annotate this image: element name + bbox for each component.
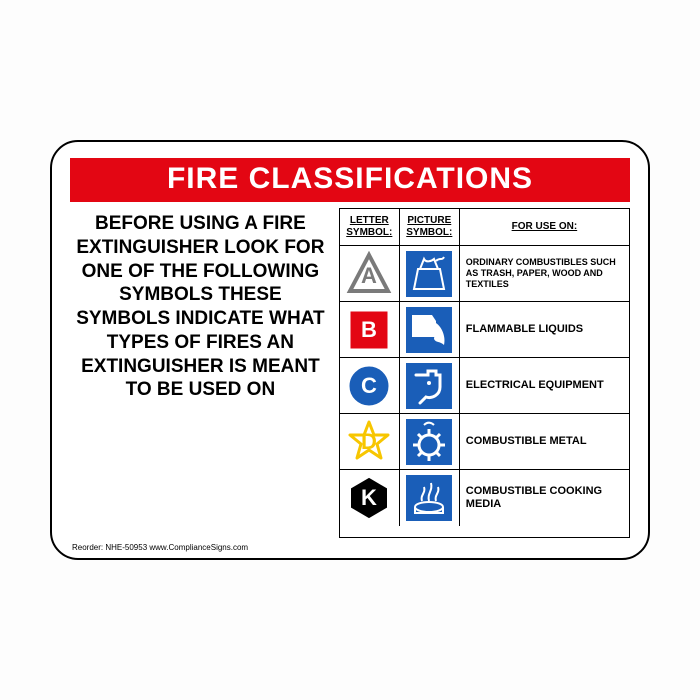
header-picture-symbol: PICTURE SYMBOL: (400, 209, 460, 245)
picture-symbol-c-icon (400, 358, 460, 413)
table-header-row: LETTER SYMBOL: PICTURE SYMBOL: FOR USE O… (340, 209, 629, 246)
table-row: B FLAMMABLE LIQUIDS (340, 302, 629, 358)
use-on-text: COMBUSTIBLE COOKING MEDIA (466, 485, 623, 511)
classification-table: LETTER SYMBOL: PICTURE SYMBOL: FOR USE O… (339, 208, 630, 538)
svg-text:K: K (361, 485, 377, 510)
svg-text:D: D (361, 429, 377, 454)
header-letter-symbol: LETTER SYMBOL: (340, 209, 400, 245)
svg-text:A: A (361, 263, 377, 288)
picture-symbol-a-icon (400, 246, 460, 301)
reorder-text: Reorder: NHE-50953 www.ComplianceSigns.c… (72, 543, 248, 552)
instructions-text: BEFORE USING A FIRE EXTINGUISHER LOOK FO… (70, 208, 339, 538)
svg-text:B: B (361, 317, 377, 342)
letter-symbol-k-icon: K (340, 470, 400, 526)
table-row: C ELECTRICAL EQUIPMENT (340, 358, 629, 414)
use-on-text: FLAMMABLE LIQUIDS (466, 323, 583, 336)
header-for-use-on: FOR USE ON: (460, 209, 629, 245)
picture-symbol-d-icon (400, 414, 460, 469)
content-area: BEFORE USING A FIRE EXTINGUISHER LOOK FO… (70, 208, 630, 538)
use-on-text: ORDINARY COMBUSTIBLES SUCH AS TRASH, PAP… (466, 257, 623, 289)
picture-symbol-k-icon (400, 470, 460, 526)
use-on-cell: ORDINARY COMBUSTIBLES SUCH AS TRASH, PAP… (460, 246, 629, 301)
letter-symbol-b-icon: B (340, 302, 400, 357)
svg-text:C: C (361, 373, 377, 398)
use-on-text: COMBUSTIBLE METAL (466, 435, 587, 448)
letter-symbol-c-icon: C (340, 358, 400, 413)
use-on-cell: FLAMMABLE LIQUIDS (460, 302, 629, 357)
letter-symbol-d-icon: D (340, 414, 400, 469)
use-on-cell: COMBUSTIBLE METAL (460, 414, 629, 469)
letter-symbol-a-icon: A (340, 246, 400, 301)
fire-classification-sign: FIRE CLASSIFICATIONS BEFORE USING A FIRE… (50, 140, 650, 560)
table-row: D COMBUSTIBLE METAL (340, 414, 629, 470)
table-row: K COMBUSTIBLE COOKING MEDIA (340, 470, 629, 526)
use-on-text: ELECTRICAL EQUIPMENT (466, 379, 604, 392)
picture-symbol-b-icon (400, 302, 460, 357)
table-row: A ORDINARY COMBUSTIBLES SUCH AS TRASH, PA… (340, 246, 629, 302)
use-on-cell: COMBUSTIBLE COOKING MEDIA (460, 470, 629, 526)
use-on-cell: ELECTRICAL EQUIPMENT (460, 358, 629, 413)
banner-title: FIRE CLASSIFICATIONS (70, 158, 630, 202)
